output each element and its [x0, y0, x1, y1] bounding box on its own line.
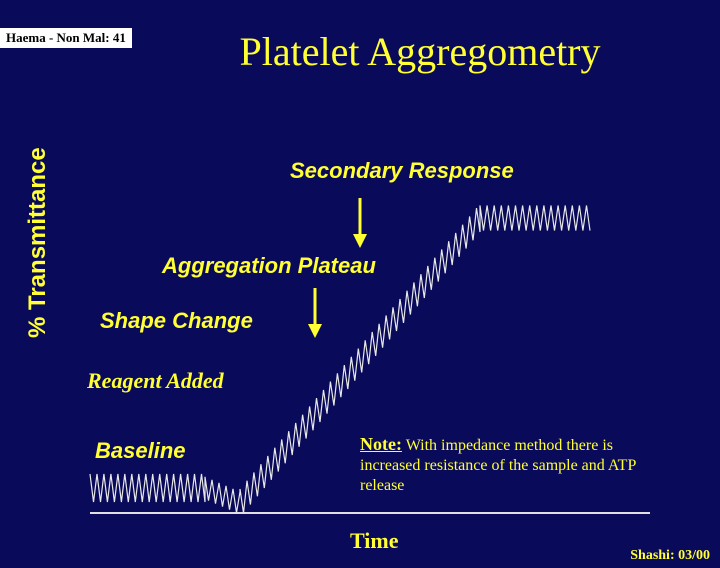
note-lead: Note: [360, 434, 402, 454]
label-secondary-response: Secondary Response [290, 158, 514, 184]
page-title: Platelet Aggregometry [120, 28, 720, 75]
arrow-aggregation-plateau [305, 288, 325, 338]
label-baseline: Baseline [95, 438, 186, 464]
slide-footer: Shashi: 03/00 [630, 548, 710, 564]
x-axis-label: Time [350, 528, 398, 554]
label-shape-change: Shape Change [100, 308, 253, 334]
note-body: With impedance method there is increased… [360, 437, 636, 494]
label-reagent-added: Reagent Added [87, 368, 224, 394]
label-aggregation-plateau: Aggregation Plateau [162, 253, 376, 279]
arrow-secondary-response [350, 198, 370, 248]
aggregometry-trace [80, 158, 660, 558]
y-axis-label: % Transmittance [24, 147, 52, 338]
slide-header: Haema - Non Mal: 41 [0, 28, 132, 48]
chart-area: Secondary Response Aggregation Plateau S… [80, 158, 660, 513]
note-text: Note: With impedance method there is inc… [360, 433, 650, 496]
